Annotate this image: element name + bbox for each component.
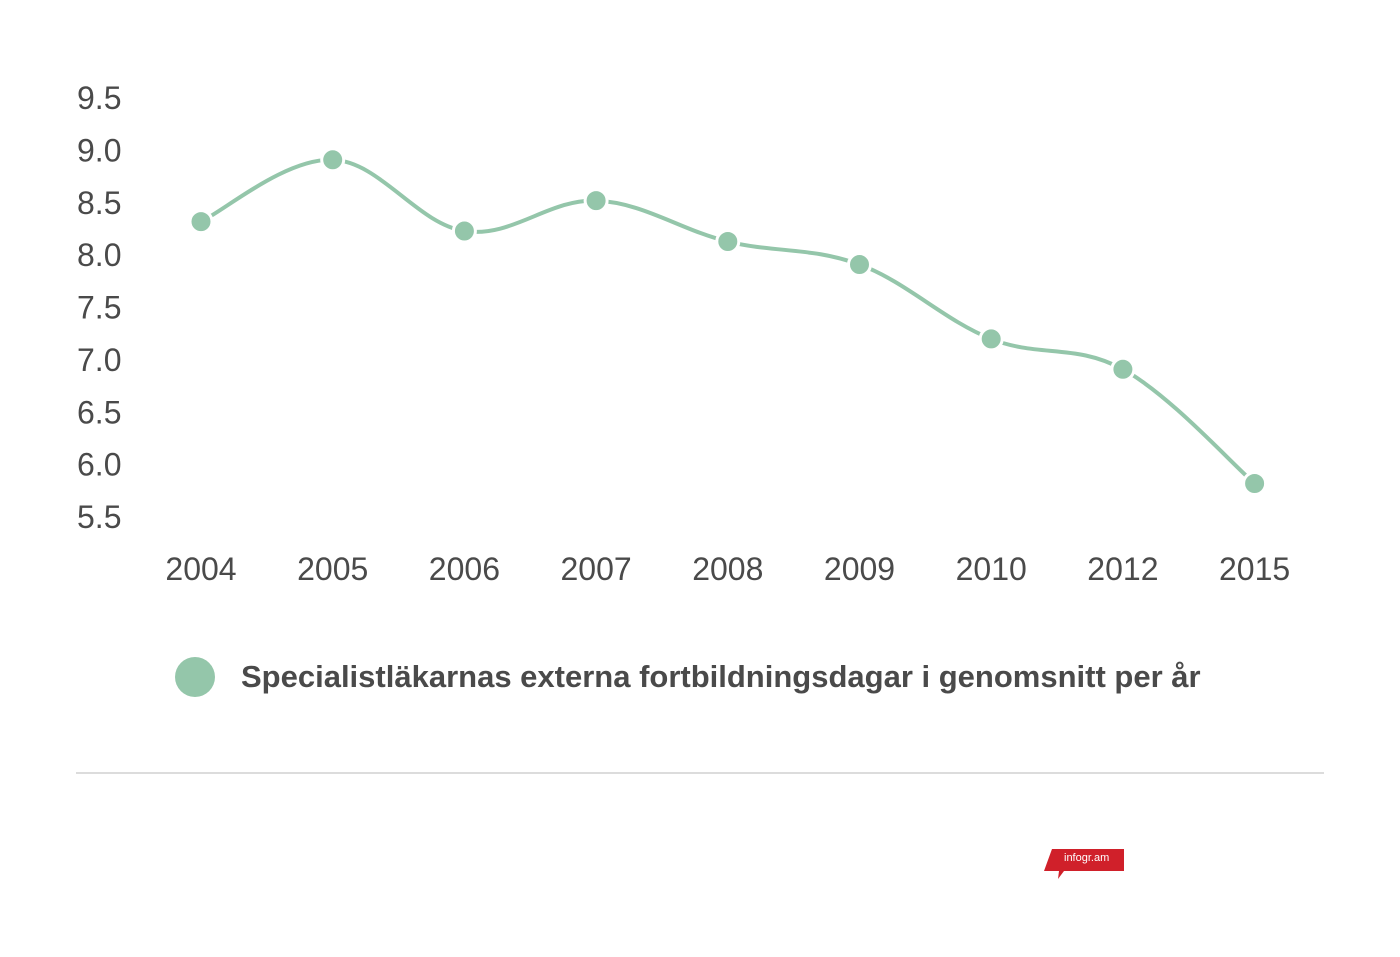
x-tick-label: 2005 — [297, 551, 368, 587]
x-tick-label: 2015 — [1219, 551, 1290, 587]
legend-label: Specialistläkarnas externa fortbildnings… — [241, 659, 1201, 694]
x-tick-label: 2009 — [824, 551, 895, 587]
series-layer — [188, 147, 1268, 496]
y-tick-label: 7.5 — [77, 290, 121, 326]
data-point[interactable] — [847, 252, 872, 278]
series-line — [200, 157, 1256, 485]
y-tick-label: 8.0 — [77, 237, 121, 273]
y-tick-label: 9.0 — [77, 132, 121, 168]
y-tick-label: 6.0 — [77, 447, 121, 483]
x-tick-label: 2007 — [561, 551, 632, 587]
data-point[interactable] — [320, 147, 346, 173]
badge-flag-icon — [1044, 849, 1124, 879]
legend-swatch — [175, 657, 215, 697]
footer-divider — [76, 772, 1324, 774]
badge-text: infogr.am — [1064, 852, 1110, 864]
legend: Specialistläkarnas externa fortbildnings… — [175, 656, 1201, 698]
y-tick-label: 9.5 — [77, 80, 121, 116]
x-tick-label: 2004 — [165, 551, 236, 587]
data-point[interactable] — [188, 209, 214, 235]
line-chart: 9.5 9.0 8.5 8.0 7.5 7.0 6.5 6.0 5.5 2004 2005 2006… — [77, 80, 1290, 587]
data-point[interactable] — [583, 188, 609, 214]
data-point[interactable] — [978, 326, 1004, 352]
data-point[interactable] — [715, 229, 741, 255]
x-tick-label: 2008 — [692, 551, 763, 587]
x-tick-label: 2010 — [956, 551, 1027, 587]
y-tick-label: 6.5 — [77, 394, 121, 430]
y-tick-label: 5.5 — [77, 499, 121, 535]
x-axis: 2004 2005 2006 2007 2008 2009 2010 2012 2015 — [165, 551, 1290, 587]
y-tick-label: 8.5 — [77, 185, 121, 221]
data-point[interactable] — [451, 218, 477, 244]
x-tick-label: 2006 — [429, 551, 500, 587]
y-axis: 9.5 9.0 8.5 8.0 7.5 7.0 6.5 6.0 5.5 — [77, 80, 121, 535]
y-tick-label: 7.0 — [77, 342, 121, 378]
data-point[interactable] — [1242, 470, 1268, 496]
infogram-badge[interactable]: infogr.am — [1044, 849, 1124, 879]
data-point[interactable] — [1110, 356, 1136, 382]
x-tick-label: 2012 — [1087, 551, 1158, 587]
